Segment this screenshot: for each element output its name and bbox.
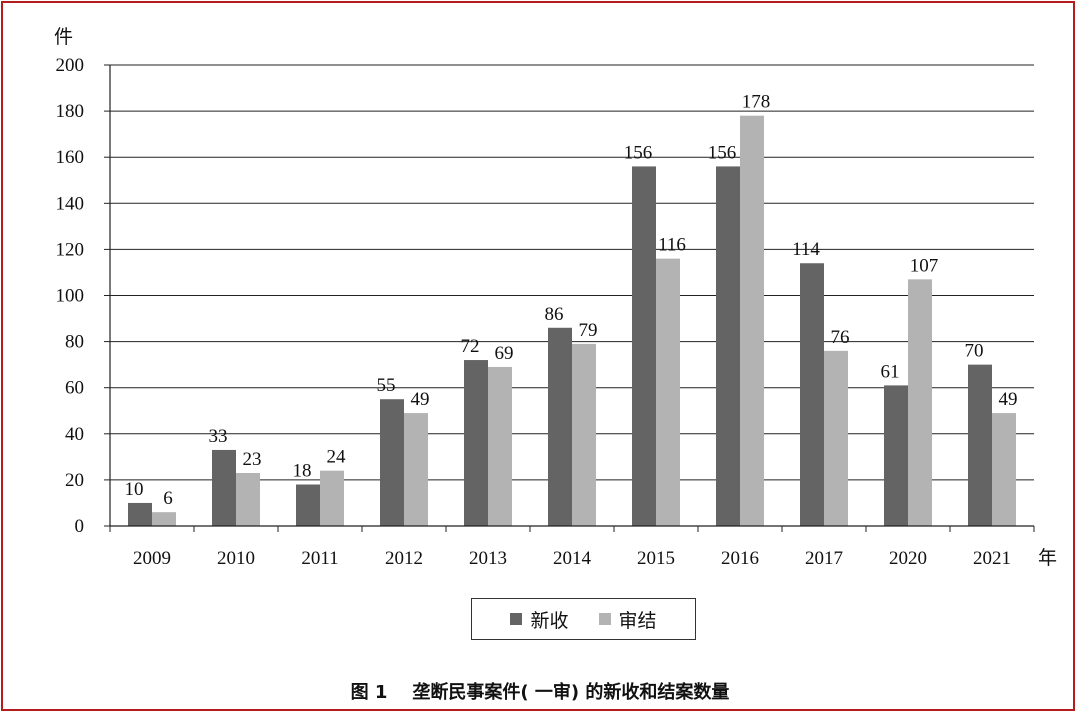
bar-new: [548, 327, 572, 526]
x-tick-label: 2016: [721, 548, 759, 569]
data-label: 55: [377, 375, 396, 396]
data-label: 70: [965, 341, 984, 362]
bar-new: [968, 364, 992, 526]
data-label: 61: [881, 361, 900, 382]
x-tick-label: 2013: [469, 548, 507, 569]
bar-new: [800, 263, 824, 526]
legend-item-closed: 审结: [598, 606, 657, 633]
bar-closed: [236, 472, 260, 526]
bar-closed: [992, 413, 1016, 526]
x-tick-label: 2015: [637, 548, 675, 569]
x-tick-label: 2017: [805, 548, 843, 569]
y-tick-label: 160: [56, 147, 85, 168]
bar-new: [128, 502, 152, 526]
y-tick-label: 40: [65, 424, 84, 445]
x-tick-label: 2010: [217, 548, 255, 569]
y-tick-label: 120: [56, 239, 85, 260]
y-tick-label: 100: [56, 286, 85, 307]
bar-new: [632, 166, 656, 527]
x-tick-label: 2021: [973, 548, 1011, 569]
data-label: 116: [658, 235, 686, 256]
data-label: 156: [708, 142, 737, 163]
data-label: 114: [792, 239, 820, 260]
x-tick-label: 2009: [133, 548, 171, 569]
legend-label-new: 新收: [530, 609, 569, 632]
bar-closed: [740, 115, 764, 527]
bar-closed: [824, 350, 848, 526]
x-tick-label: 2014: [553, 548, 592, 569]
bar-new: [464, 360, 488, 526]
legend-item-new: 新收: [510, 606, 569, 633]
legend-swatch-closed: [598, 613, 611, 625]
bar-closed: [488, 366, 512, 526]
x-tick-label: 2012: [385, 548, 423, 569]
y-tick-label: 140: [56, 193, 85, 214]
legend-swatch-new: [510, 613, 523, 625]
bar-new: [296, 484, 320, 526]
y-tick-label: 0: [75, 516, 85, 537]
data-label: 23: [243, 449, 262, 470]
legend-label-closed: 审结: [618, 609, 657, 632]
data-label: 49: [999, 389, 1018, 410]
gridlines: [110, 64, 1034, 481]
bar-closed: [404, 413, 428, 526]
legend: 新收 审结: [471, 598, 696, 640]
data-labels: 10 33 18 55 72 86 156 156 114 61 70 6 23 24 49 69 79 116 1…: [125, 92, 1018, 509]
bar-closed: [572, 343, 596, 526]
data-label: 79: [579, 320, 598, 341]
x-tick-label: 2020: [889, 548, 927, 569]
bar-closed: [908, 279, 932, 526]
figure-caption: 图 1 垄断民事案件( 一审) 的新收和结案数量: [350, 682, 730, 703]
data-label: 107: [910, 255, 939, 276]
axes: 0 20 40 60 80 100 120 140 160 180 200 2009 2010 2011 2…: [56, 55, 1035, 569]
x-tick-label: 2011: [301, 548, 338, 569]
data-label: 72: [461, 336, 480, 357]
data-label: 6: [163, 488, 173, 509]
y-tick-label: 20: [65, 470, 84, 491]
data-label: 76: [831, 327, 850, 348]
bar-new: [212, 449, 236, 526]
data-label: 49: [411, 389, 430, 410]
data-label: 10: [125, 479, 144, 500]
x-axis-unit-label: 年: [1038, 547, 1057, 569]
bar-new: [716, 166, 740, 527]
bar-closed: [320, 470, 344, 526]
data-label: 156: [624, 142, 653, 163]
data-label: 24: [327, 447, 347, 468]
y-tick-label: 180: [56, 101, 85, 122]
data-label: 86: [545, 304, 564, 325]
data-label: 178: [742, 92, 771, 113]
data-label: 33: [209, 426, 228, 447]
y-tick-label: 80: [65, 332, 84, 353]
bars: [128, 115, 1016, 527]
data-label: 69: [495, 343, 514, 364]
bar-closed: [656, 258, 680, 526]
data-label: 18: [293, 461, 312, 482]
y-tick-label: 60: [65, 378, 84, 399]
bar-closed: [152, 512, 176, 526]
bar-new: [884, 385, 908, 526]
bar-new: [380, 399, 404, 526]
y-axis-unit-label: 件: [54, 26, 73, 48]
y-tick-label: 200: [56, 55, 85, 76]
